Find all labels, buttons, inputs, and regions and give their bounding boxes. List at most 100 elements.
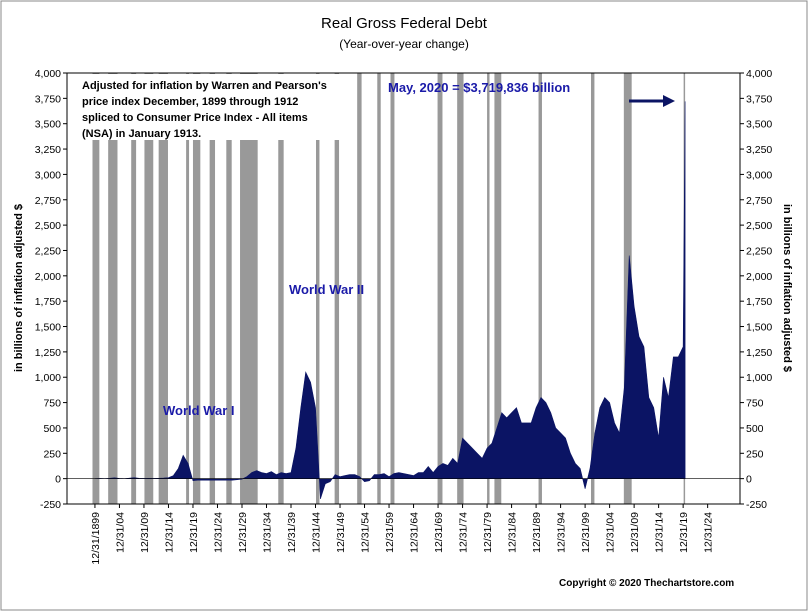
y-tick-label: 3,750 (35, 93, 61, 105)
y2-tick-label: 3,000 (746, 169, 772, 181)
x-tick-label: 12/31/14 (654, 512, 666, 553)
debt-area (94, 101, 686, 500)
x-tick-label: 12/31/49 (335, 512, 347, 553)
x-tick-label: 12/31/29 (237, 512, 249, 553)
note-box (68, 74, 350, 140)
y-tick-label: 2,000 (35, 271, 61, 283)
arrow-head (663, 95, 675, 107)
y2-tick-label: 2,250 (746, 245, 772, 257)
y2-axis-label: in billions of inflation adjusted $ (781, 204, 793, 372)
y2-tick-label: 2,500 (746, 220, 772, 232)
y2-tick-label: 3,250 (746, 144, 772, 156)
recession-band (108, 73, 118, 504)
y-tick-label: 3,000 (35, 169, 61, 181)
x-tick-label: 12/31/24 (212, 512, 224, 553)
x-tick-label: 12/31/69 (433, 512, 445, 553)
x-tick-label: 12/31/94 (556, 512, 568, 553)
y-tick-label: -250 (40, 499, 61, 511)
chart-title: Real Gross Federal Debt (321, 15, 488, 32)
y-axis-label: in billions of inflation adjusted $ (13, 204, 25, 372)
y-tick-label: 500 (43, 423, 61, 435)
recession-band (538, 73, 542, 504)
y2-tick-label: 1,750 (746, 296, 772, 308)
recession-band (186, 73, 190, 504)
y2-tick-label: 1,500 (746, 322, 772, 334)
x-tick-label: 12/31/14 (163, 512, 175, 553)
y-tick-label: 1,000 (35, 372, 61, 384)
recession-band (316, 73, 320, 504)
y-tick-label: 3,500 (35, 119, 61, 131)
x-tick-label: 12/31/59 (384, 512, 396, 553)
note: Adjusted for inflation by Warren and Pea… (68, 74, 350, 140)
y2-tick-label: 3,500 (746, 119, 772, 131)
y2-tick-label: 0 (746, 474, 752, 486)
recession-band (357, 73, 362, 504)
annotation: World War II (289, 282, 364, 297)
y2-tick-label: 250 (746, 448, 764, 460)
y-tick-label: 2,500 (35, 220, 61, 232)
y-tick-label: 250 (43, 448, 61, 460)
y2-tick-label: 2,000 (746, 271, 772, 283)
y2-tick-label: 4,000 (746, 68, 772, 80)
recession-band (590, 73, 595, 504)
x-tick-label: 12/31/84 (507, 512, 519, 553)
annotation: World War I (163, 403, 235, 418)
plot-border (66, 72, 741, 505)
recession-band (457, 73, 464, 504)
x-tick-label: 12/31/89 (531, 512, 543, 553)
y-tick-label: 2,250 (35, 245, 61, 257)
y-tick-label: 0 (55, 474, 61, 486)
chart-subtitle: (Year-over-year change) (339, 37, 469, 51)
y2-tick-label: 750 (746, 398, 764, 410)
recession-band (240, 73, 258, 504)
x-tick-label: 12/31/19 (678, 512, 690, 553)
recession-band (192, 73, 201, 504)
x-tick-label: 12/31/99 (580, 512, 592, 553)
x-tick-label: 12/31/1899 (90, 512, 102, 565)
recession-band (209, 73, 216, 504)
y2-tick-label: 500 (746, 423, 764, 435)
y-tick-label: 4,000 (35, 68, 61, 80)
x-tick-label: 12/31/09 (139, 512, 151, 553)
x-tick-label: 12/31/34 (261, 512, 273, 553)
note-line: price index December, 1899 through 1912 (82, 96, 298, 108)
note-line: Adjusted for inflation by Warren and Pea… (82, 80, 327, 92)
y-tick-label: 2,750 (35, 195, 61, 207)
y-tick-label: 1,500 (35, 322, 61, 334)
recession-band (278, 73, 284, 504)
recession-band (226, 73, 232, 504)
recession-band (92, 73, 100, 504)
y2-tick-label: 3,750 (746, 93, 772, 105)
recession-band (487, 73, 490, 504)
x-tick-label: 12/31/09 (629, 512, 641, 553)
recessions (67, 73, 740, 504)
recession-band (131, 73, 137, 504)
recession-band (494, 73, 502, 504)
x-tick-label: 12/31/24 (703, 512, 715, 553)
x-tick-label: 12/31/19 (188, 512, 200, 553)
x-tick-label: 12/31/39 (286, 512, 298, 553)
y-tick-label: 1,750 (35, 296, 61, 308)
x-tick-label: 12/31/04 (114, 512, 126, 553)
note-line: spliced to Consumer Price Index - All it… (82, 112, 308, 124)
recession-band (390, 73, 395, 504)
annotation: May, 2020 = $3,719,836 billion (388, 80, 570, 95)
x-tick-label: 12/31/54 (360, 512, 372, 553)
y2-tick-label: 1,250 (746, 347, 772, 359)
recession-band (377, 73, 381, 504)
note-line: (NSA) in January 1913. (82, 128, 201, 140)
y2-tick-label: -250 (746, 499, 767, 511)
x-tick-label: 12/31/04 (605, 512, 617, 553)
copyright: Copyright © 2020 Thechartstore.com (559, 578, 734, 589)
plot: Adjusted for inflation by Warren and Pea… (67, 74, 740, 500)
y-tick-label: 750 (43, 398, 61, 410)
recession-band (144, 73, 154, 504)
recession-band (158, 73, 168, 504)
x-tick-label: 12/31/79 (482, 512, 494, 553)
y-tick-label: 1,250 (35, 347, 61, 359)
recession-band (334, 73, 340, 504)
x-tick-label: 12/31/44 (311, 512, 323, 553)
y2-tick-label: 1,000 (746, 372, 772, 384)
y2-tick-label: 2,750 (746, 195, 772, 207)
